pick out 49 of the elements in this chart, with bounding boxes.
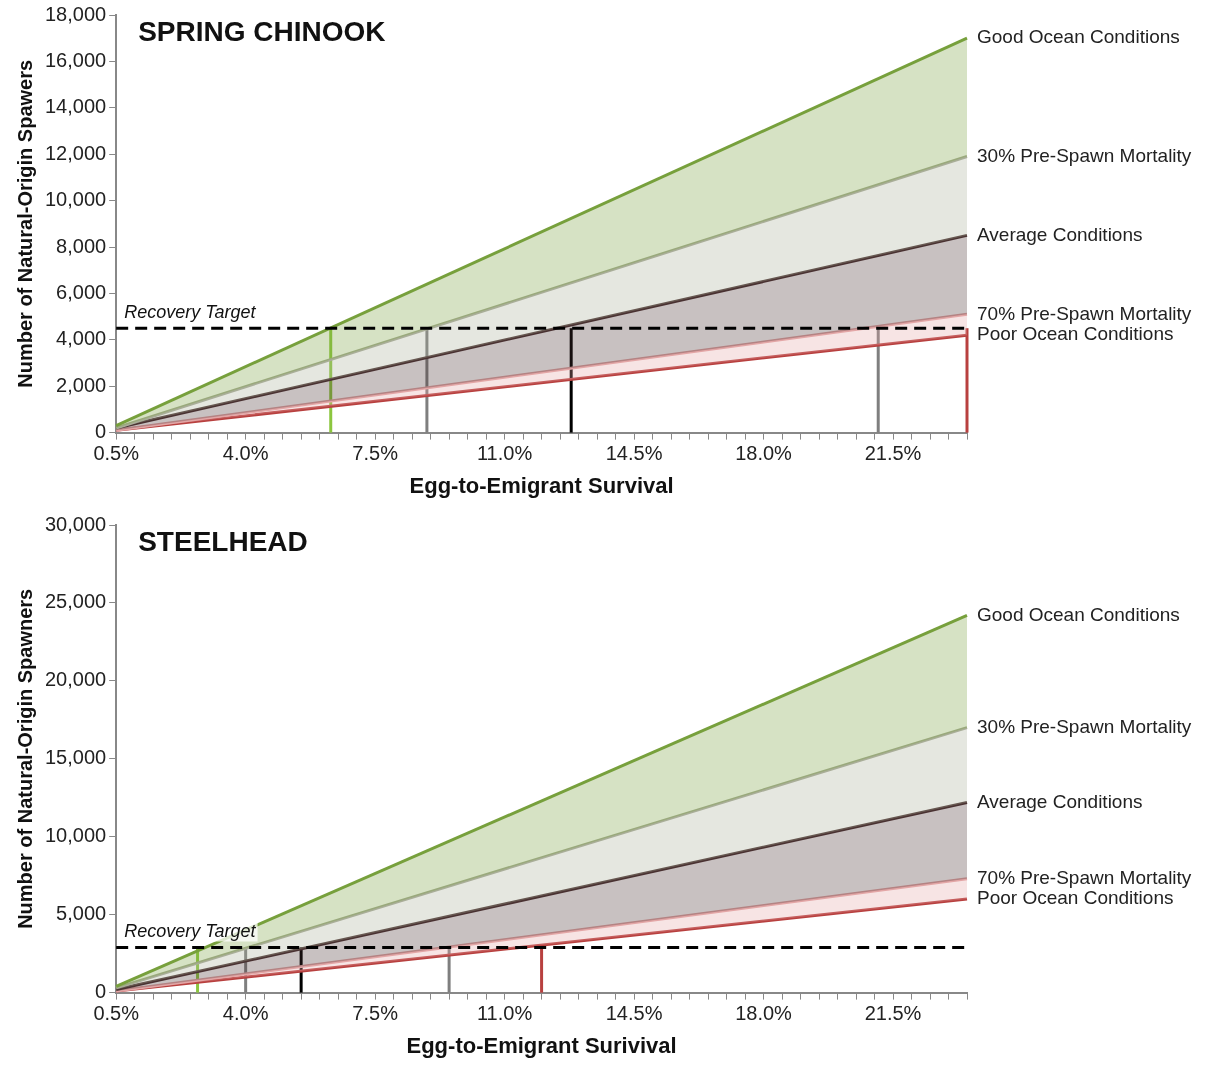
y-tick-label: 18,000	[45, 2, 107, 25]
series-label: Poor Ocean Conditions	[977, 887, 1174, 909]
series-label: Good Ocean Conditions	[977, 26, 1180, 48]
y-tick-label: 16,000	[45, 48, 107, 71]
series-label: 30% Pre-Spawn Mortality	[977, 715, 1192, 737]
y-tick-label: 10,000	[45, 188, 107, 211]
y-tick-label: 12,000	[45, 141, 107, 164]
x-tick-label: 7.5%	[352, 442, 399, 465]
y-tick-label: 2,000	[56, 373, 107, 396]
y-tick-label: 8,000	[56, 234, 107, 257]
x-tick-label: 14.5%	[605, 1002, 663, 1025]
y-tick-label: 20,000	[45, 668, 107, 691]
x-axis-title: Egg-to-Emigrant Survival	[409, 472, 674, 498]
x-tick-label: 4.0%	[222, 1002, 269, 1025]
series-label: Poor Ocean Conditions	[977, 323, 1174, 345]
x-tick-label: 4.0%	[222, 442, 269, 465]
x-tick-label: 14.5%	[605, 442, 663, 465]
x-tick-label: 0.5%	[93, 1002, 140, 1025]
x-tick-label: 0.5%	[93, 442, 140, 465]
x-tick-label: 21.5%	[864, 1002, 922, 1025]
y-tick-label: 5,000	[56, 902, 107, 925]
y-tick-label: 15,000	[45, 746, 107, 769]
y-axis-title: Number of Natural-Origin Spawners	[13, 588, 36, 929]
ref-line-label: Recovery Target	[124, 302, 257, 323]
chart-title: SPRING CHINOOK	[138, 15, 386, 47]
y-tick-label: 14,000	[45, 95, 107, 118]
series-label: Good Ocean Conditions	[977, 603, 1180, 625]
series-label: Average Conditions	[977, 790, 1143, 812]
y-tick-label: 30,000	[45, 512, 107, 535]
x-tick-label: 11.0%	[476, 1002, 533, 1025]
x-tick-label: 18.0%	[735, 1002, 793, 1025]
y-axis-title: Number of Natural-Origin Spawers	[13, 59, 36, 388]
series-label: 30% Pre-Spawn Mortality	[977, 144, 1192, 166]
y-tick-label: 4,000	[56, 327, 107, 350]
y-tick-label: 25,000	[45, 590, 107, 613]
x-tick-label: 18.0%	[735, 442, 793, 465]
series-label: 70% Pre-Spawn Mortality	[977, 302, 1192, 324]
x-axis-title: Egg-to-Emigrant Surivival	[406, 1032, 677, 1058]
x-tick-label: 21.5%	[864, 442, 922, 465]
y-tick-label: 6,000	[56, 280, 107, 303]
y-tick-label: 0	[95, 420, 107, 443]
y-tick-label: 10,000	[45, 824, 107, 847]
y-tick-label: 0	[95, 980, 107, 1003]
ref-line-label: Recovery Target	[124, 921, 257, 942]
x-tick-label: 11.0%	[476, 442, 533, 465]
chart-title: STEELHEAD	[138, 525, 308, 557]
x-tick-label: 7.5%	[352, 1002, 399, 1025]
series-label: 70% Pre-Spawn Mortality	[977, 867, 1192, 889]
series-label: Average Conditions	[977, 223, 1143, 245]
